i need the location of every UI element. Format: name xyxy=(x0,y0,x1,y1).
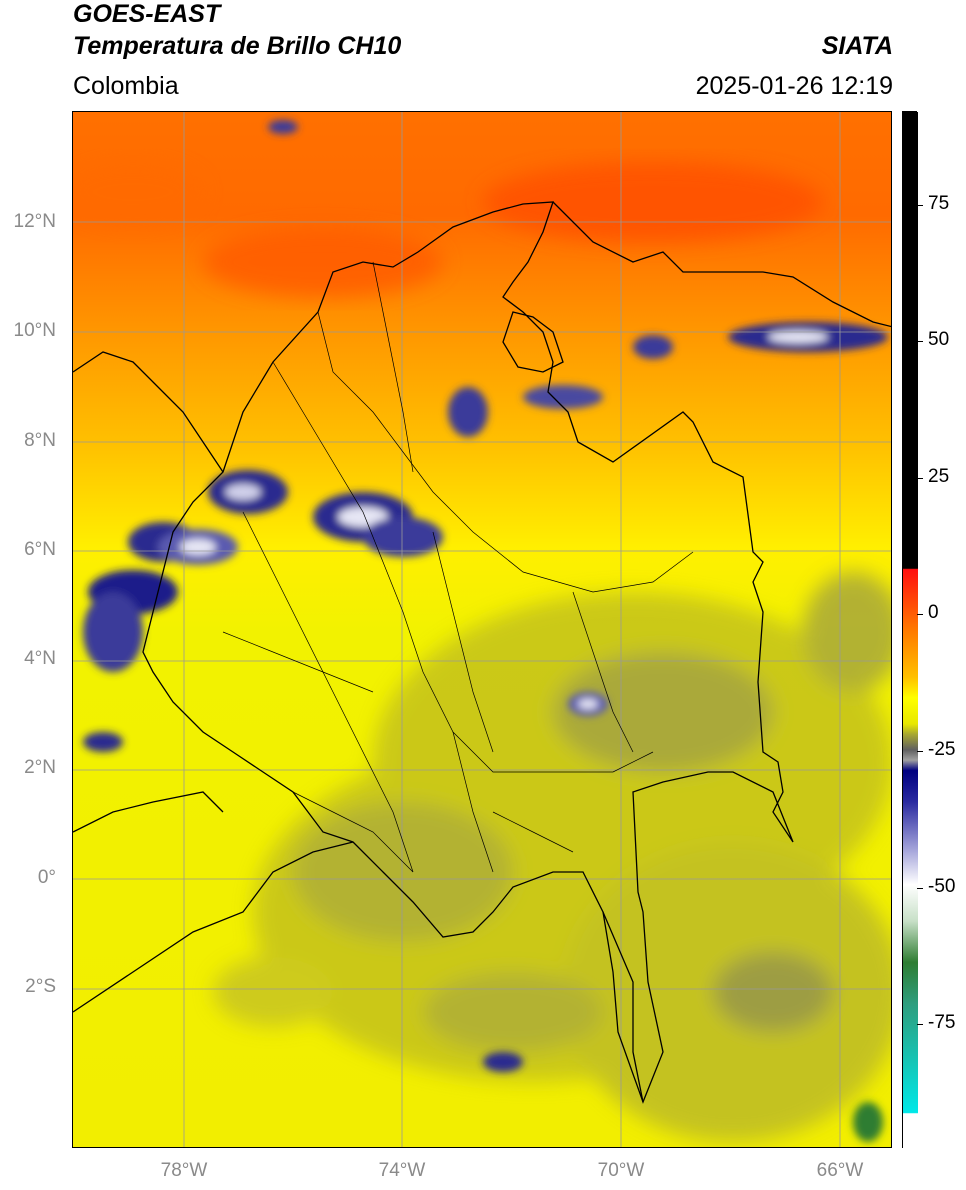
country-borders xyxy=(73,201,891,1104)
department-borders xyxy=(222,261,694,873)
panama-coast xyxy=(73,351,224,473)
colorbar-label-50: 50 xyxy=(928,329,950,350)
satellite-map[interactable] xyxy=(72,111,892,1148)
colorbar-label-0: 0 xyxy=(928,602,939,623)
colorbar-label-minus75: -75 xyxy=(928,1012,956,1033)
lat-label-8n: 8°N xyxy=(24,430,56,451)
colorbar-tick-50 xyxy=(917,341,923,342)
colorbar-tick-minus75 xyxy=(917,1024,923,1025)
map-canvas xyxy=(73,112,891,1147)
colorbar-label-minus50: -50 xyxy=(928,876,956,897)
graticule xyxy=(73,112,891,1147)
lat-label-4n: 4°N xyxy=(24,648,56,669)
colorbar-label-minus25: -25 xyxy=(928,739,956,760)
colorbar-gradient xyxy=(903,112,918,1149)
timestamp-label: 2025-01-26 12:19 xyxy=(695,72,893,100)
lat-label-2n: 2°N xyxy=(24,757,56,778)
cool-cloud-regions xyxy=(213,572,891,1142)
colorbar xyxy=(902,111,918,1149)
colorbar-tick-minus50 xyxy=(917,888,923,889)
colorbar-label-75: 75 xyxy=(928,193,950,214)
organization-label: SIATA xyxy=(821,32,893,60)
region-label: Colombia xyxy=(73,72,179,100)
lon-label-66w: 66°W xyxy=(816,1160,864,1181)
lat-label-0: 0° xyxy=(37,867,56,888)
brazil-border xyxy=(602,911,644,1103)
lat-label-6n: 6°N xyxy=(24,539,56,560)
colorbar-label-25: 25 xyxy=(928,466,950,487)
colorbar-tick-75 xyxy=(917,205,923,206)
lon-label-78w: 78°W xyxy=(160,1160,208,1181)
satellite-title: GOES-EAST xyxy=(73,0,221,28)
venezuela-coast xyxy=(552,201,891,328)
lon-label-74w: 74°W xyxy=(378,1160,426,1181)
lon-label-70w: 70°W xyxy=(597,1160,645,1181)
lat-label-2s: 2°S xyxy=(25,976,56,997)
product-title: Temperatura de Brillo CH10 xyxy=(73,32,402,60)
ecuador-coast xyxy=(73,791,224,833)
peru-border xyxy=(73,841,354,1013)
colorbar-tick-25 xyxy=(917,478,923,479)
colorbar-tick-minus25 xyxy=(917,751,923,752)
lat-label-12n: 12°N xyxy=(13,211,56,232)
colombia-outline xyxy=(142,201,794,1104)
lat-label-10n: 10°N xyxy=(13,320,56,341)
colorbar-tick-0 xyxy=(917,614,923,615)
guajira-lake xyxy=(502,311,564,373)
